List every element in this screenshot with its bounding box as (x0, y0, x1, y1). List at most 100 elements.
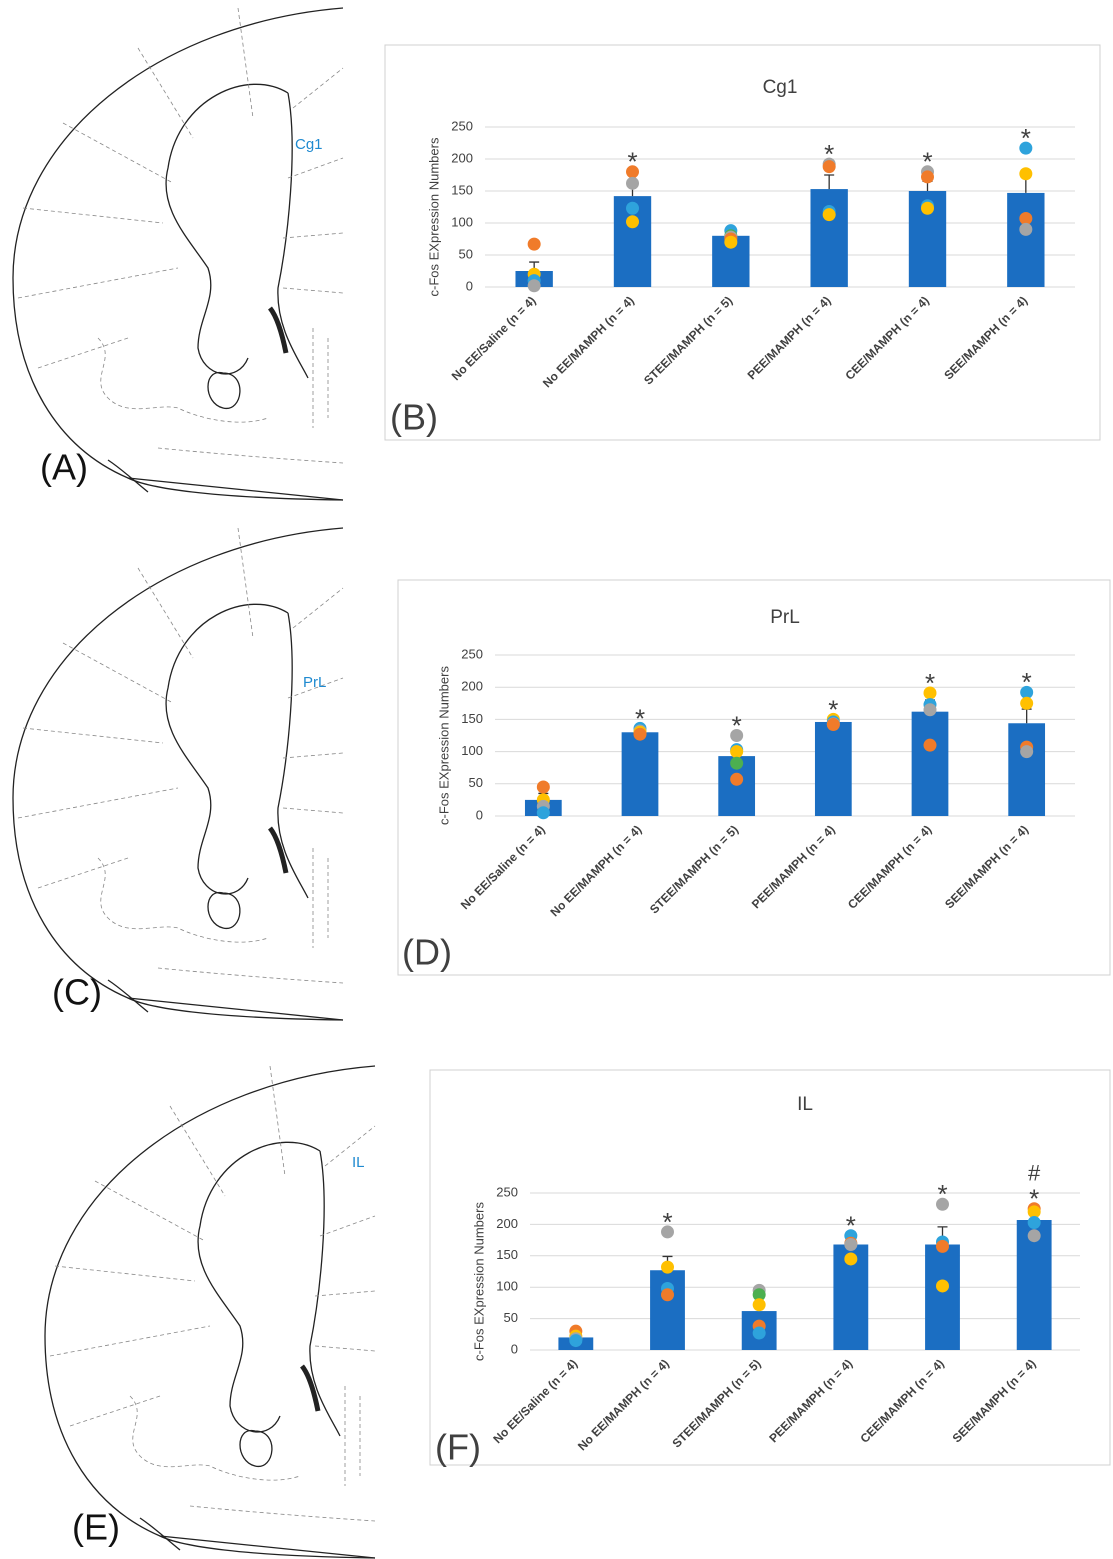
brain-diagram (13, 8, 343, 500)
y-tick-label: 0 (511, 1341, 518, 1356)
data-point (826, 718, 840, 732)
y-tick-label: 200 (461, 679, 483, 694)
data-point (1019, 167, 1033, 181)
significance-mark: * (828, 694, 838, 724)
bar (814, 721, 852, 816)
y-tick-label: 50 (459, 246, 473, 261)
data-point (536, 806, 550, 820)
significance-mark: * (925, 668, 935, 698)
data-point (1019, 222, 1033, 236)
region-label: PrL (303, 674, 326, 691)
data-point (730, 772, 744, 786)
data-point (1027, 1216, 1041, 1230)
bar (911, 711, 949, 816)
bar (925, 1244, 960, 1350)
data-point (569, 1334, 583, 1348)
data-point (936, 1279, 949, 1293)
panel-label: (A) (40, 447, 88, 488)
data-point (844, 1237, 858, 1251)
data-point (730, 745, 744, 759)
data-point (923, 738, 937, 752)
significance-mark: * (824, 139, 834, 169)
data-point (527, 279, 541, 293)
data-point (1020, 696, 1034, 710)
brain-diagram (45, 1066, 375, 1558)
significance-mark: * (1029, 1184, 1039, 1214)
y-axis-label: c-Fos EXpression Numbers (471, 1202, 486, 1361)
data-point (1020, 745, 1034, 759)
error-bar (824, 174, 835, 190)
significance-mark: * (937, 1179, 947, 1209)
data-point (1019, 141, 1033, 155)
region-label: Cg1 (295, 136, 323, 153)
panel-label: (C) (52, 972, 102, 1013)
data-point (633, 727, 647, 741)
significance-mark: * (922, 147, 932, 177)
y-tick-label: 150 (451, 182, 473, 197)
panel-label: (D) (402, 932, 452, 973)
data-point (626, 201, 639, 215)
data-point (730, 729, 744, 742)
y-tick-label: 250 (461, 646, 483, 661)
significance-mark: * (627, 147, 637, 177)
panel-label: (B) (390, 397, 438, 438)
data-point (822, 160, 836, 174)
significance-mark: * (635, 703, 645, 733)
data-point (822, 208, 836, 222)
y-tick-label: 50 (469, 775, 483, 790)
bar (810, 189, 848, 287)
data-point (661, 1225, 674, 1239)
panel-label: (E) (72, 1507, 120, 1548)
data-point (1020, 685, 1034, 699)
chart-frame (429, 1069, 1111, 1466)
chart-title: PrL (770, 607, 800, 628)
panel-label: (F) (435, 1427, 481, 1468)
data-point (844, 1252, 858, 1266)
chart-title: IL (797, 1094, 813, 1115)
data-point (1019, 212, 1033, 226)
data-point (1027, 1229, 1041, 1243)
y-tick-label: 100 (451, 214, 473, 229)
y-tick-label: 150 (496, 1247, 518, 1262)
y-axis-label: c-Fos EXpression Numbers (426, 137, 441, 296)
data-point (730, 756, 744, 770)
data-point (536, 780, 550, 794)
bar (621, 732, 659, 816)
data-point (626, 165, 639, 179)
data-point (1027, 1205, 1041, 1219)
y-tick-label: 250 (496, 1184, 518, 1199)
y-tick-label: 50 (504, 1310, 518, 1325)
y-tick-label: 250 (451, 118, 473, 133)
y-axis-label: c-Fos EXpression Numbers (436, 666, 451, 825)
data-point (752, 1288, 766, 1302)
brain-diagram (13, 528, 343, 1020)
y-tick-label: 100 (496, 1279, 518, 1294)
data-point (936, 1239, 949, 1253)
data-point (626, 215, 639, 229)
bar (1008, 723, 1046, 816)
data-point (752, 1326, 766, 1340)
data-point (921, 201, 934, 215)
data-point (921, 170, 934, 184)
y-tick-label: 200 (496, 1216, 518, 1231)
data-point (724, 235, 738, 249)
y-tick-label: 200 (451, 150, 473, 165)
significance-mark: * (662, 1207, 672, 1237)
y-tick-label: 150 (461, 711, 483, 726)
significance-mark: * (1021, 123, 1031, 153)
data-point (923, 703, 937, 717)
data-point (661, 1260, 674, 1274)
region-label: IL (352, 1154, 365, 1171)
data-point (936, 1197, 949, 1211)
significance-mark: # (1028, 1161, 1041, 1186)
data-point (527, 237, 541, 251)
significance-mark: * (846, 1211, 856, 1241)
data-point (752, 1298, 766, 1312)
data-point (661, 1288, 674, 1302)
data-point (923, 686, 937, 700)
y-tick-label: 0 (476, 807, 483, 822)
y-tick-label: 0 (466, 278, 473, 293)
y-tick-label: 100 (461, 743, 483, 758)
significance-mark: * (732, 710, 742, 740)
